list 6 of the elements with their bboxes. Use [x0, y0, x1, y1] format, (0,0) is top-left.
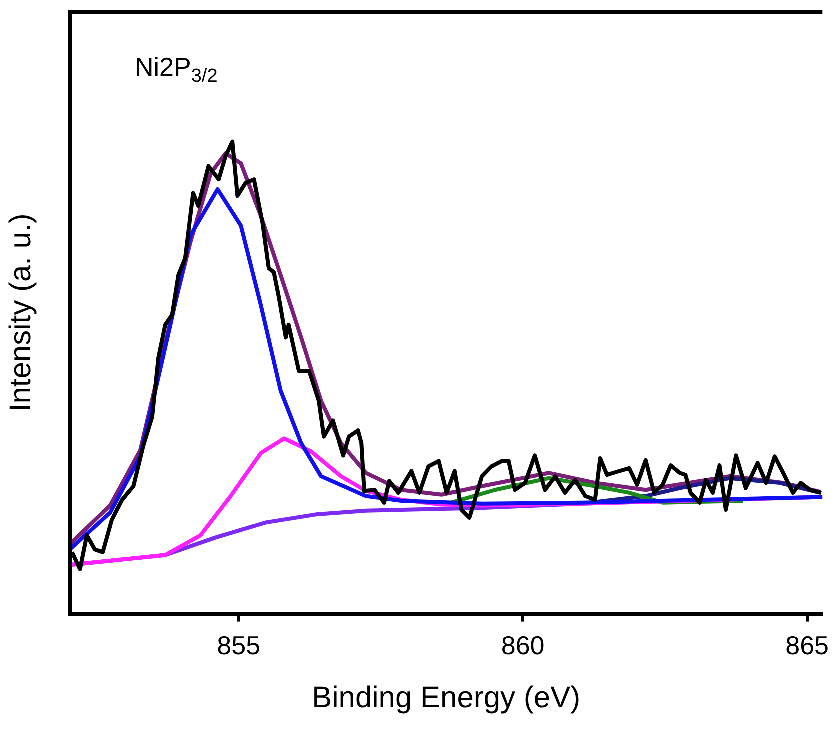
x-tick-label: 855 — [217, 630, 261, 661]
x-tick-label: 860 — [501, 630, 545, 661]
x-axis-title: Binding Energy (eV) — [312, 681, 581, 714]
text: Ni2P$_{3/2}$ — [135, 52, 218, 88]
y-axis-title: Intensity (a. u.) — [4, 214, 38, 412]
x-tick-label: 865 — [786, 630, 830, 661]
